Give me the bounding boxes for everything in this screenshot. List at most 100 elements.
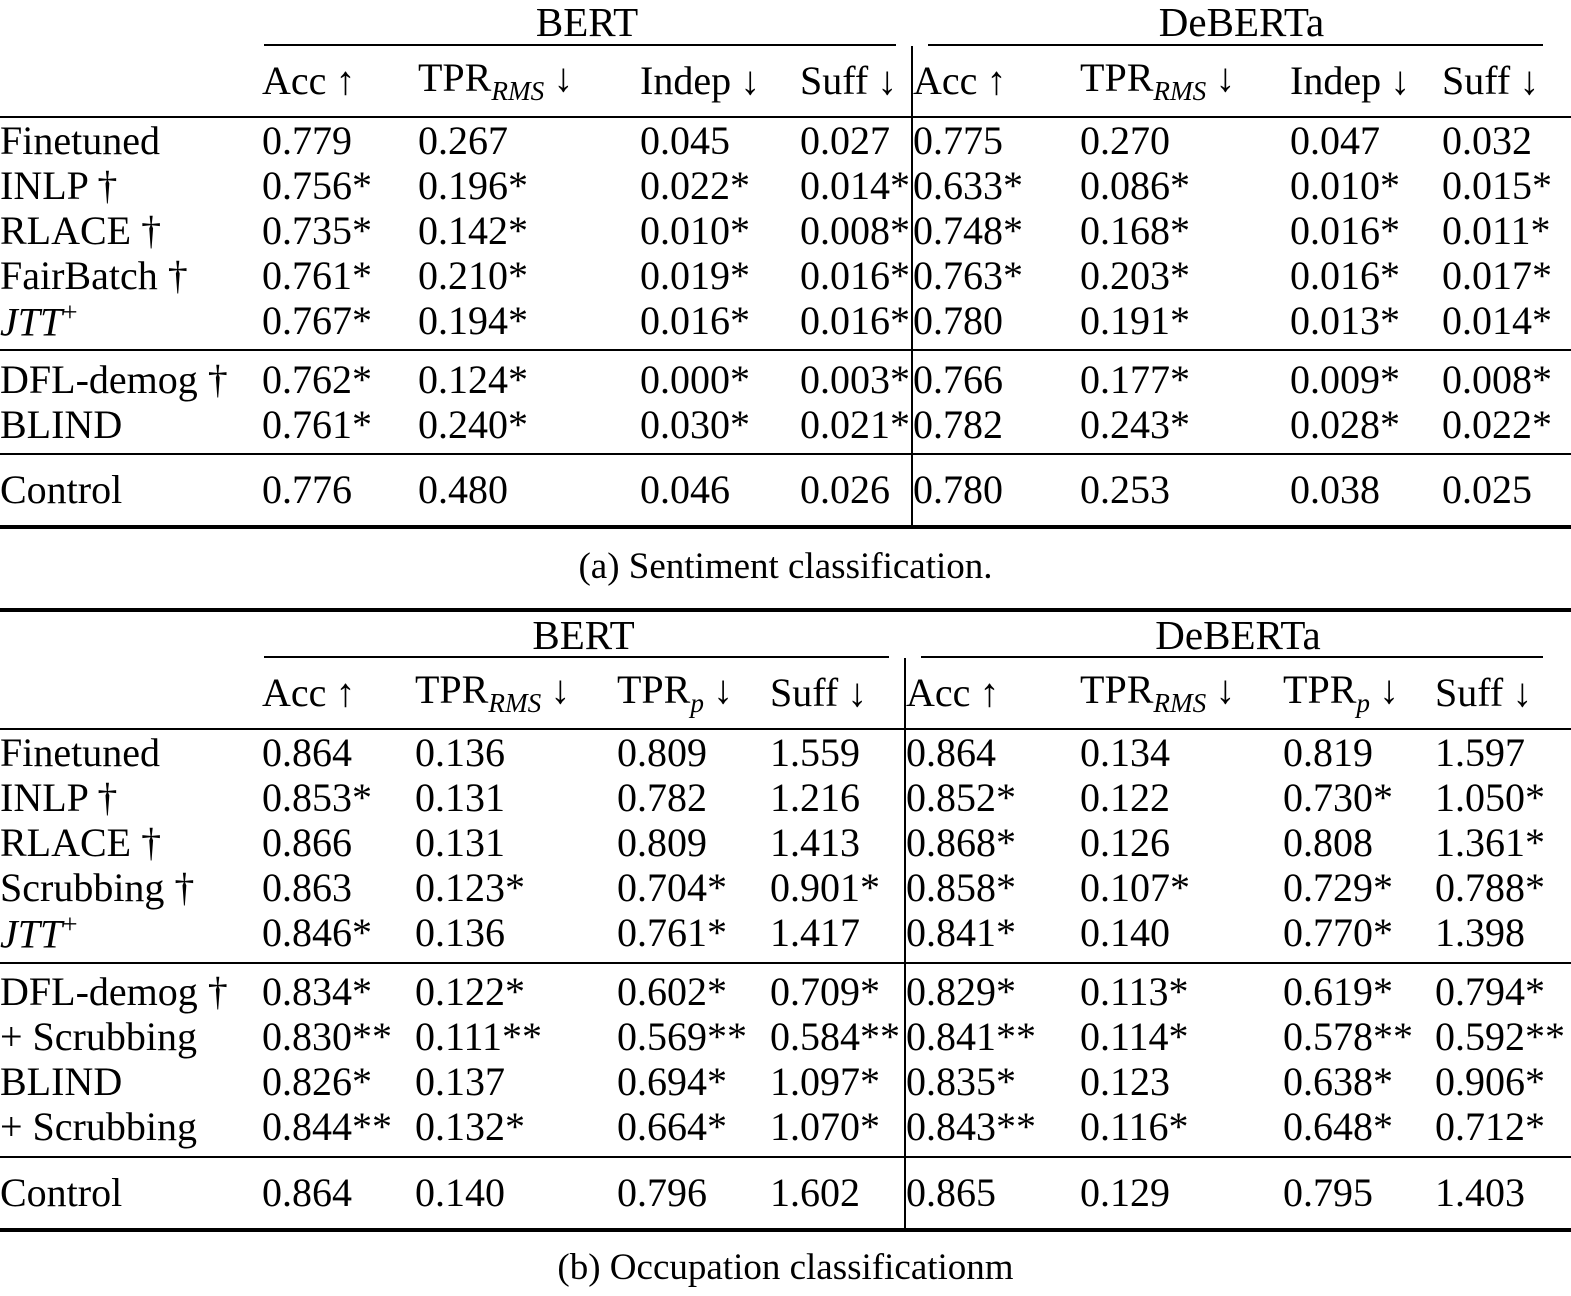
method-name: RLACE † xyxy=(0,207,162,253)
method-name: JTT xyxy=(0,911,63,957)
method-name: Control xyxy=(0,1169,123,1215)
metric-value: 1.216 xyxy=(770,774,860,820)
method-name: FairBatch † xyxy=(0,252,188,298)
corner-spacer xyxy=(0,610,262,658)
metric-value: 0.016* xyxy=(800,252,910,298)
metric-name: Acc xyxy=(262,670,327,716)
metric-name: TPR xyxy=(1080,667,1154,713)
up-arrow-icon: ↑ xyxy=(979,670,1000,716)
metric-value: 0.735* xyxy=(262,207,372,253)
metric-value: 0.014* xyxy=(800,162,910,208)
metric-value: 0.021* xyxy=(800,401,910,447)
metric-name: TPR xyxy=(617,667,691,713)
metric-column-header: Acc ↑ xyxy=(262,658,415,731)
metric-value: 0.709* xyxy=(770,969,880,1015)
metric-value: 1.361* xyxy=(1435,819,1546,865)
metric-value: 0.116* xyxy=(1080,1104,1189,1150)
metric-value: 0.027 xyxy=(800,117,890,163)
metric-name: TPR xyxy=(418,54,492,100)
metric-value: 0.017* xyxy=(1442,252,1553,298)
metric-subscript: RMS xyxy=(491,75,545,106)
metric-value: 0.761* xyxy=(262,401,372,447)
model-group-header: BERT xyxy=(535,0,639,46)
method-label: DFL-demog † xyxy=(0,350,262,402)
metric-column-header: TPRp ↓ xyxy=(617,658,770,731)
metric-value: 0.210* xyxy=(418,252,528,298)
metric-name: Acc xyxy=(262,58,327,103)
down-arrow-icon: ↓ xyxy=(553,54,574,100)
metric-column-header: Suff ↓ xyxy=(770,658,906,731)
method-label: + Scrubbing xyxy=(0,1105,262,1157)
table-row: JTT+ 0.846* 0.136 0.761* 1.417 0.841* 0.140 0.7… xyxy=(0,909,1571,963)
metric-value: 1.050* xyxy=(1435,774,1546,820)
metric-column-header: Suff ↓ xyxy=(800,46,913,118)
model-group-header-row: BERT DeBERTa xyxy=(0,0,1571,46)
metric-value: 0.794* xyxy=(1435,969,1546,1015)
model-group-header-cell: DeBERTa xyxy=(912,0,1571,46)
metric-value: 0.664* xyxy=(617,1104,727,1150)
metric-value: 0.843** xyxy=(904,1104,1081,1157)
metric-value: 0.131 xyxy=(415,774,505,820)
metric-value: 0.122* xyxy=(415,969,525,1015)
metric-subscript: p xyxy=(1356,688,1370,719)
metric-value: 0.578** xyxy=(1283,1014,1414,1060)
metric-value: 0.767* xyxy=(262,297,372,343)
method-label: FairBatch † xyxy=(0,253,262,298)
metric-value: 0.808 xyxy=(1283,819,1374,865)
metric-name: Acc xyxy=(906,670,971,716)
metric-value: 0.047 xyxy=(1290,117,1381,163)
metric-value: 0.782 xyxy=(911,402,1081,455)
metric-value: 0.480 xyxy=(418,467,508,513)
metric-value: 0.638* xyxy=(1283,1059,1394,1105)
metric-value: 0.748* xyxy=(911,208,1081,253)
method-name: JTT xyxy=(0,299,63,345)
table-row: INLP † 0.853* 0.131 0.782 1.216 0.852* 0.122 0.… xyxy=(0,774,1571,821)
metric-value: 0.858* xyxy=(904,865,1081,911)
metric-value: 0.761* xyxy=(617,909,727,955)
metric-value: 0.763* xyxy=(911,253,1081,298)
metric-value: 0.123 xyxy=(1080,1059,1171,1105)
metric-subscript: p xyxy=(690,688,704,719)
metric-value: 0.010* xyxy=(1290,162,1401,208)
column-group-rule xyxy=(921,656,1544,659)
metric-value: 0.704* xyxy=(617,864,727,910)
metric-value: 0.003* xyxy=(800,356,910,402)
table-row: Control 0.864 0.140 0.796 1.602 0.865 0.129 0.7… xyxy=(0,1156,1571,1230)
metric-value: 0.864 xyxy=(262,729,352,775)
down-arrow-icon: ↓ xyxy=(877,58,898,103)
metric-value: 0.712* xyxy=(1435,1104,1546,1150)
metric-name: TPR xyxy=(415,667,489,713)
model-group-header: BERT xyxy=(532,611,635,658)
metric-value: 0.844** xyxy=(262,1104,392,1150)
metric-column-header: TPRp ↓ xyxy=(1283,658,1436,731)
metric-value: 0.134 xyxy=(1080,729,1171,775)
metric-value: 0.267 xyxy=(418,117,508,163)
metric-value: 0.795 xyxy=(1283,1169,1374,1215)
metric-value: 0.045 xyxy=(640,117,730,163)
method-name: DFL-demog † xyxy=(0,969,228,1015)
metric-value: 0.016* xyxy=(640,297,750,343)
method-label: JTT+ xyxy=(0,910,262,962)
metric-name: TPR xyxy=(1080,54,1154,100)
method-name: Finetuned xyxy=(0,729,160,775)
metric-value: 0.032 xyxy=(1442,117,1533,163)
table-row: Scrubbing † 0.863 0.123* 0.704* 0.901* 0.858*… xyxy=(0,864,1571,911)
metric-value: 0.694* xyxy=(617,1059,727,1105)
down-arrow-icon: ↓ xyxy=(1390,58,1411,103)
metric-value: 0.901* xyxy=(770,864,880,910)
metric-value: 0.140 xyxy=(1080,909,1171,955)
metric-value: 0.796 xyxy=(617,1169,707,1215)
down-arrow-icon: ↓ xyxy=(1378,667,1399,713)
metric-value: 0.729* xyxy=(1283,864,1394,910)
metric-value: 0.113* xyxy=(1080,969,1189,1015)
method-label: RLACE † xyxy=(0,820,262,865)
metric-subscript: RMS xyxy=(1153,75,1207,106)
metric-column-header: Acc ↑ xyxy=(262,46,418,118)
method-label: JTT+ xyxy=(0,298,262,350)
table-row: DFL-demog † 0.834* 0.122* 0.602* 0.709* 0.829… xyxy=(0,962,1571,1015)
table-row: Control 0.776 0.480 0.046 0.026 0.780 0.253 0.0… xyxy=(0,454,1571,528)
table-row: INLP † 0.756* 0.196* 0.022* 0.014* 0.633* 0.08… xyxy=(0,163,1571,208)
metric-header-row: Acc ↑ TPRRMS ↓ Indep ↓ Suff ↓ Acc ↑ TPRRMS ↓ Indep ↓ S… xyxy=(0,46,1571,118)
metric-name: Suff xyxy=(1435,670,1504,716)
